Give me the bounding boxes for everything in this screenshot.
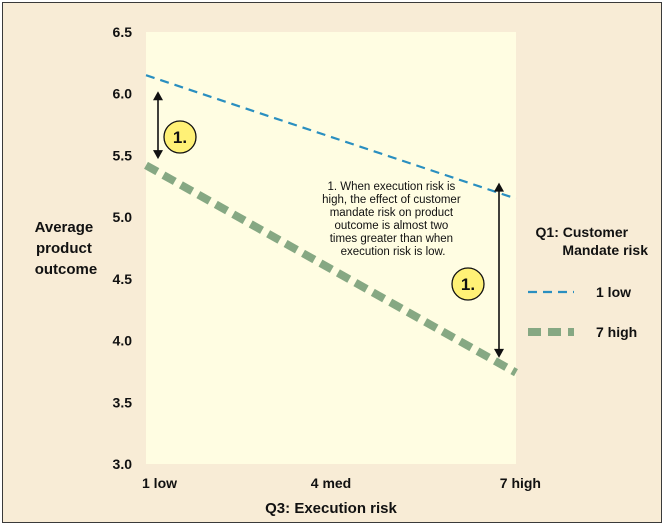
- y-tick-label: 5.5: [113, 147, 133, 163]
- plot-area: [146, 32, 516, 464]
- legend-title: Q1: Customer Mandate risk: [536, 224, 649, 258]
- arrow-high-risk: [494, 182, 504, 358]
- y-axis-label-line-2: product: [36, 240, 92, 257]
- series-line-low: [145, 74, 517, 200]
- y-tick-label: 6.0: [113, 86, 133, 102]
- annotation-note-line-5: times greater than when: [330, 233, 453, 245]
- x-tick-label: 1 low: [142, 475, 177, 491]
- x-tick-label: 7 high: [500, 475, 541, 491]
- annotation-note-line-2: high, the effect of customer: [322, 194, 461, 206]
- annotation-note: 1. When execution risk is high, the effe…: [322, 181, 464, 258]
- y-tick-label: 4.0: [113, 333, 133, 349]
- legend: Q1: Customer Mandate risk 1 low 7 high: [528, 224, 648, 340]
- legend-label-7-high: 7 high: [596, 324, 637, 340]
- annotation-layer: 1. 1.: [153, 91, 504, 358]
- badge-low-risk: 1.: [163, 120, 197, 154]
- svg-text:1.: 1.: [461, 275, 475, 294]
- y-axis-label-line-3: outcome: [35, 261, 98, 278]
- y-tick-label: 3.5: [113, 394, 133, 410]
- y-tick-label: 4.5: [113, 271, 133, 287]
- legend-title-line-1: Q1: Customer: [536, 224, 629, 240]
- annotation-note-line-1: 1. When execution risk is: [327, 181, 455, 193]
- legend-title-line-2: Mandate risk: [562, 242, 648, 258]
- badge-high-risk: 1.: [451, 267, 485, 301]
- annotation-note-line-6: execution risk is low.: [341, 246, 446, 258]
- y-axis-label: Average product outcome: [35, 219, 98, 278]
- y-tick-label: 3.0: [113, 456, 133, 472]
- arrow-low-risk: [153, 91, 163, 160]
- legend-label-1-low: 1 low: [596, 284, 631, 300]
- x-axis-label: Q3: Execution risk: [265, 500, 397, 517]
- svg-text:1.: 1.: [173, 128, 187, 147]
- y-tick-label: 5.0: [113, 209, 133, 225]
- series-layer: [144, 74, 518, 377]
- y-axis-label-line-1: Average: [35, 219, 94, 236]
- series-line-high: [144, 161, 518, 377]
- annotation-note-line-4: outcome is almost two: [335, 220, 449, 232]
- y-tick-label: 6.5: [113, 24, 133, 40]
- x-tick-label: 4 med: [311, 475, 351, 491]
- axis-ticks: 3.0 3.5 4.0 4.5 5.0 5.5 6.0 6.5 1 low 4 med 7 high: [113, 24, 541, 491]
- annotation-note-line-3: mandate risk on product: [330, 207, 454, 219]
